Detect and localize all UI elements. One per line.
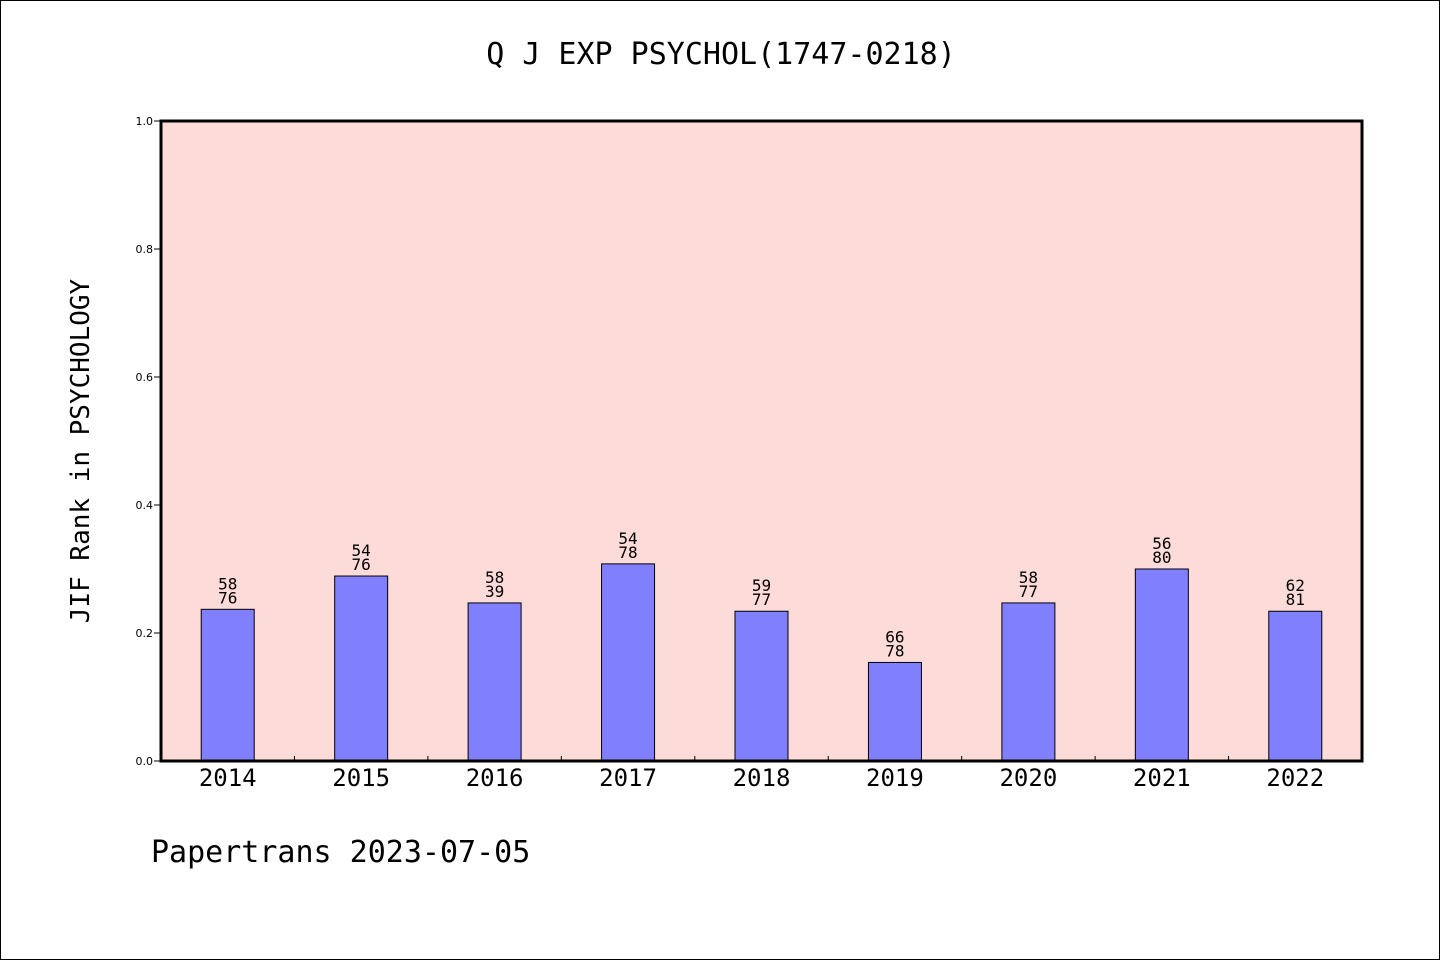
data-label-bottom: 77	[1019, 582, 1038, 601]
bar-2014	[200, 608, 255, 762]
bar-2015	[334, 575, 389, 762]
bar-2022	[1268, 610, 1323, 762]
data-label-bottom: 80	[1152, 548, 1171, 567]
bar-2016	[467, 602, 522, 762]
data-label-top: 54	[352, 541, 371, 560]
x-tick-label: 2022	[1266, 764, 1324, 792]
y-tick-label: 0.0	[136, 755, 154, 768]
data-label-top: 66	[885, 627, 904, 646]
x-tick-label: 2019	[866, 764, 924, 792]
y-tick-label: 0.2	[136, 627, 154, 640]
x-tick-label: 2021	[1133, 764, 1191, 792]
plot-frame	[159, 119, 1364, 763]
data-label-bottom: 81	[1286, 590, 1305, 609]
data-label-bottom: 77	[752, 590, 771, 609]
y-tick-label: 0.6	[136, 371, 154, 384]
x-tick-label: 2014	[199, 764, 257, 792]
y-tick-label: 0.4	[136, 499, 154, 512]
data-label-bottom: 78	[885, 641, 904, 660]
bar-2021	[1134, 568, 1189, 762]
y-tick-label: 1.0	[136, 115, 154, 128]
data-label-top: 59	[752, 576, 771, 595]
data-label-bottom: 76	[218, 588, 237, 607]
x-tick-label: 2015	[332, 764, 390, 792]
data-label-top: 58	[485, 568, 504, 587]
bar-2019	[867, 661, 922, 762]
bar-2017	[601, 563, 656, 762]
x-tick-label: 2017	[599, 764, 657, 792]
data-label-bottom: 39	[485, 582, 504, 601]
data-label-top: 62	[1286, 576, 1305, 595]
x-tick-label: 2018	[733, 764, 791, 792]
footer-credit: Papertrans 2023-07-05	[151, 835, 531, 870]
data-label-top: 56	[1152, 534, 1171, 553]
y-tick-label: 0.8	[136, 243, 154, 256]
bar-2020	[1001, 602, 1056, 762]
data-label-bottom: 78	[618, 543, 637, 562]
data-label-top: 54	[618, 529, 637, 548]
data-label-bottom: 76	[352, 555, 371, 574]
data-label-top: 58	[218, 574, 237, 593]
x-tick-label: 2020	[999, 764, 1057, 792]
x-tick-label: 2016	[466, 764, 524, 792]
chart-title: Q J EXP PSYCHOL(1747-0218)	[486, 37, 956, 72]
bar-2018	[734, 610, 789, 762]
data-label-top: 58	[1019, 568, 1038, 587]
